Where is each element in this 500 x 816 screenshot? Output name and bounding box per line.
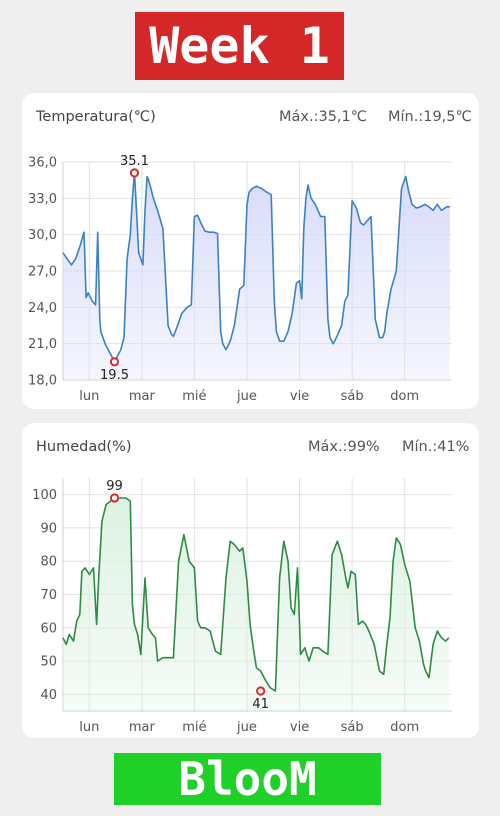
humidity-y-tick-label: 40 [40,688,57,703]
humidity-y-tick-label: 80 [40,555,57,570]
temperature-max-marker [129,168,140,178]
temperature-y-tick-label: 24,0 [28,301,57,316]
humidity-y-tick-label: 100 [32,488,57,503]
humidity-max-label: 99 [106,479,123,494]
temperature-min-stat: Mín.:19,5℃ [388,109,472,125]
temperature-x-tick-label: dom [390,389,419,404]
temperature-y-tick-label: 18,0 [28,374,57,389]
humidity-x-tick-label: jue [236,720,257,735]
humidity-y-tick-label: 60 [40,621,57,636]
humidity-min-marker [256,686,266,696]
temperature-y-tick-label: 27,0 [28,265,57,280]
temperature-min-marker [109,357,120,367]
temperature-max-label: 35.1 [120,154,149,169]
temperature-chart: 18,0 21,0 24,0 27,0 30,0 33,0 36,0 lun mar mié jue… [28,154,452,404]
humidity-y-tick-label: 90 [40,521,57,536]
humidity-x-tick-label: vie [290,720,309,735]
humidity-x-tick-label: dom [390,720,419,735]
temperature-chart-title: Temperatura(℃) [36,109,156,125]
temperature-x-tick-label: mié [182,389,206,404]
temperature-y-tick-label: 36,0 [28,156,57,171]
temperature-min-label: 19.5 [100,368,129,383]
humidity-chart-card: Humedad(%) Máx.:99% Mín.:41% 40 50 60 70 80 9… [22,423,479,738]
humidity-x-tick-label: mié [182,720,206,735]
temperature-max-stat: Máx.:35,1℃ [279,109,368,125]
week-title-banner: Week 1 [135,12,344,80]
temperature-series-area [63,172,450,380]
temperature-chart-card: Temperatura(℃) Máx.:35,1℃ Mín.:19,5℃ 18,… [22,93,479,409]
humidity-series-area [63,498,449,711]
humidity-x-tick-label: sáb [341,720,364,735]
humidity-y-tick-label: 50 [40,655,57,670]
temperature-x-tick-label: lun [79,389,99,404]
temperature-y-tick-label: 21,0 [28,337,57,352]
temperature-x-tick-label: sáb [341,389,364,404]
humidity-min-label: 41 [252,697,269,712]
humidity-max-marker [109,493,120,503]
humidity-max-stat: Máx.:99% [308,439,380,455]
bloom-brand-banner: BlooM [114,752,381,806]
temperature-x-tick-label: mar [129,389,156,404]
temperature-y-tick-label: 33,0 [28,192,57,207]
humidity-x-tick-label: mar [129,720,156,735]
temperature-y-tick-label: 30,0 [28,228,57,243]
humidity-x-tick-label: lun [79,720,99,735]
humidity-chart: 40 50 60 70 80 90 100 lun mar mié jue vie sáb dom 99 41 [32,478,452,735]
temperature-x-tick-label: jue [236,389,257,404]
humidity-min-stat: Mín.:41% [402,439,470,455]
humidity-chart-title: Humedad(%) [36,439,132,455]
humidity-y-tick-label: 70 [40,588,57,603]
temperature-x-tick-label: vie [290,389,309,404]
